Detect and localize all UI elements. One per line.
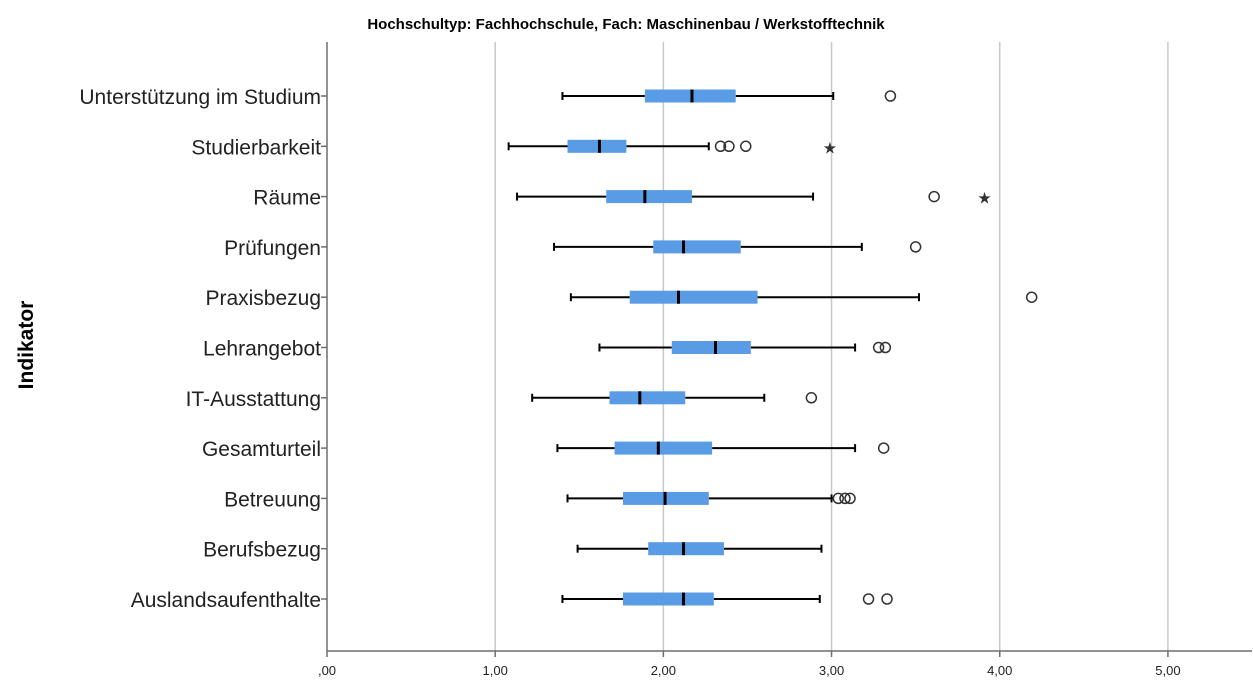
- outlier-point: [844, 492, 856, 505]
- box-group: [566, 491, 856, 505]
- iqr-box: [609, 391, 686, 405]
- box-group: [531, 391, 818, 405]
- category-label: Berufsbezug: [203, 539, 321, 562]
- iqr-box: [653, 240, 741, 254]
- y-axis-label: Indikator: [15, 301, 38, 390]
- outlier-point: [740, 140, 752, 153]
- box-group: [576, 542, 823, 556]
- outlier-point: [714, 140, 727, 153]
- category-label: Auslandsaufenthalte: [131, 589, 321, 612]
- outlier-point: [723, 140, 735, 153]
- iqr-box: [614, 441, 713, 455]
- outlier-point: [877, 442, 890, 454]
- category-label: Gesamturteil: [202, 438, 321, 461]
- iqr-box: [671, 341, 751, 354]
- x-tick-label: 4,00: [987, 663, 1012, 678]
- category-label: IT-Ausstattung: [186, 388, 321, 411]
- extreme-point: ★: [823, 138, 837, 157]
- box-group: [556, 441, 890, 455]
- x-tick-label: 5,00: [1155, 663, 1180, 678]
- category-label: Praxisbezug: [205, 287, 321, 310]
- outlier-point: [839, 492, 851, 505]
- category-label: Betreuung: [224, 488, 321, 511]
- outlier-point: [1025, 291, 1038, 303]
- category-label: Lehrangebot: [203, 338, 321, 361]
- box-group: [598, 341, 892, 354]
- outlier-point: [881, 593, 893, 605]
- outlier-point: [832, 492, 845, 505]
- boxes: ★★: [507, 89, 1038, 606]
- iqr-box: [644, 89, 736, 103]
- x-tick-label: ,00: [318, 663, 336, 678]
- x-tick-labels: ,00 1,00 2,00 3,00 4,00 5,00: [318, 663, 1181, 678]
- axes: [321, 42, 1252, 657]
- box-group: [561, 592, 893, 606]
- category-label: Studierbarkeit: [191, 136, 321, 159]
- x-tick-label: 1,00: [483, 663, 508, 678]
- chart-title: Hochschultyp: Fachhochschule, Fach: Masc…: [367, 16, 885, 33]
- iqr-box: [623, 592, 714, 606]
- x-tick-label: 3,00: [819, 663, 844, 678]
- outlier-point: [879, 341, 892, 354]
- category-label: Unterstützung im Studium: [79, 86, 321, 109]
- outlier-point: [909, 241, 922, 253]
- box-group: ★: [507, 138, 837, 157]
- extreme-point: ★: [977, 189, 991, 208]
- iqr-box: [648, 542, 724, 556]
- outlier-point: [884, 90, 897, 102]
- box-group: [561, 89, 897, 103]
- iqr-box: [567, 139, 627, 153]
- category-labels: Unterstützung im Studium Studierbarkeit Rä…: [79, 86, 321, 612]
- iqr-box: [629, 290, 758, 304]
- iqr-box: [606, 190, 692, 204]
- box-group: ★: [516, 189, 992, 208]
- box-group: [569, 290, 1038, 304]
- category-label: Räume: [253, 187, 321, 210]
- x-tick-label: 2,00: [651, 663, 676, 678]
- outlier-point: [928, 190, 940, 203]
- outlier-point: [805, 392, 818, 404]
- outlier-point: [872, 341, 885, 354]
- category-label: Prüfungen: [224, 237, 321, 260]
- box-group: [553, 240, 922, 254]
- outlier-point: [862, 593, 875, 605]
